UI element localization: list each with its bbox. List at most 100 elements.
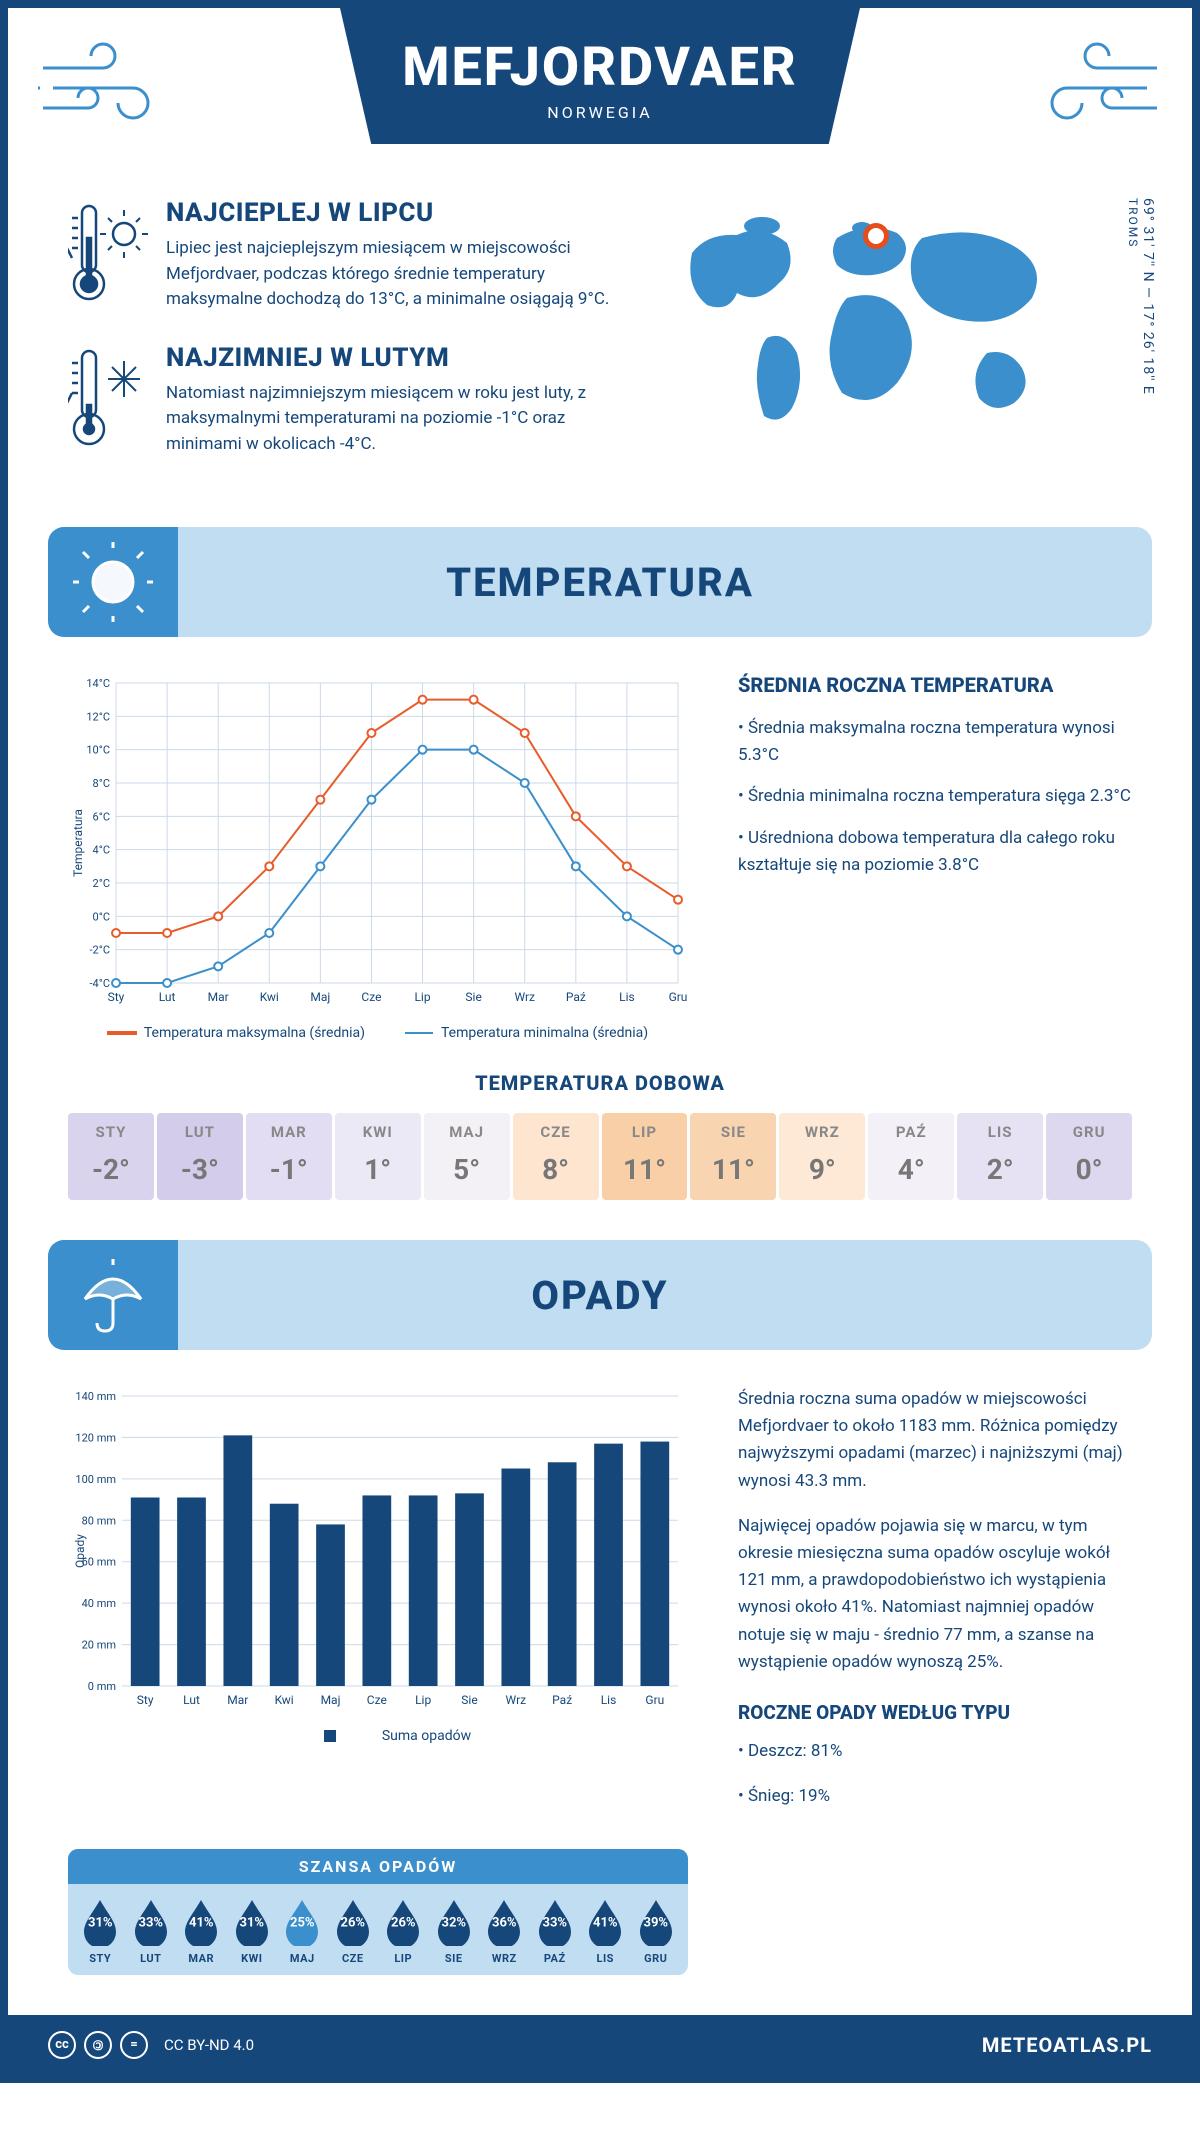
svg-text:120 mm: 120 mm bbox=[75, 1431, 116, 1444]
month-cell: GRU 0° bbox=[1046, 1113, 1132, 1200]
svg-text:Lis: Lis bbox=[619, 990, 635, 1004]
intro-section: NAJCIEPLEJ W LIPCU Lipiec jest najcieple… bbox=[8, 198, 1192, 527]
precipitation-chance-panel: SZANSA OPADÓW 31% STY 33% LUT 41% MAR 31… bbox=[68, 1849, 688, 1975]
coldest-title: NAJZIMNIEJ W LUTYM bbox=[166, 343, 632, 373]
warmest-text: Lipiec jest najcieplejszym miesiącem w m… bbox=[166, 236, 632, 313]
coordinates-label: 69° 31' 7'' N — 17° 26' 18'' E bbox=[1140, 198, 1156, 395]
svg-text:Sty: Sty bbox=[137, 1693, 154, 1707]
svg-text:Lut: Lut bbox=[159, 990, 176, 1004]
region-label: TROMS bbox=[1126, 198, 1140, 248]
chart-legend: Temperatura maksymalna (średnia) Tempera… bbox=[68, 1025, 688, 1041]
site-label: METEOATLAS.PL bbox=[982, 2033, 1152, 2057]
cc-icon: cc bbox=[48, 2031, 76, 2059]
nd-icon: = bbox=[120, 2031, 148, 2059]
chance-cell: 39% GRU bbox=[632, 1898, 681, 1965]
month-cell: LIS 2° bbox=[957, 1113, 1043, 1200]
raindrop-icon: 31% bbox=[232, 1898, 272, 1946]
raindrop-icon: 36% bbox=[484, 1898, 524, 1946]
chance-cell: 31% STY bbox=[76, 1898, 125, 1965]
svg-text:Lis: Lis bbox=[601, 1693, 617, 1707]
thermometer-sun-icon bbox=[68, 198, 148, 313]
svg-text:Wrz: Wrz bbox=[514, 990, 535, 1004]
chance-cell: 25% MAJ bbox=[278, 1898, 327, 1965]
chance-title: SZANSA OPADÓW bbox=[68, 1849, 688, 1884]
svg-text:Temperatura: Temperatura bbox=[71, 809, 85, 877]
svg-text:20 mm: 20 mm bbox=[82, 1639, 116, 1652]
svg-text:-2°C: -2°C bbox=[90, 944, 111, 957]
svg-text:0 mm: 0 mm bbox=[88, 1680, 116, 1693]
annual-temp-title: ŚREDNIA ROCZNA TEMPERATURA bbox=[738, 673, 1132, 697]
month-cell: MAJ 5° bbox=[424, 1113, 510, 1200]
svg-text:Kwi: Kwi bbox=[260, 990, 279, 1004]
month-cell: MAR -1° bbox=[246, 1113, 332, 1200]
precip-type-bullet: • Śnieg: 19% bbox=[738, 1783, 1132, 1810]
month-cell: PAŹ 4° bbox=[868, 1113, 954, 1200]
temperature-section-header: TEMPERATURA bbox=[48, 527, 1152, 637]
by-icon: 🄯 bbox=[84, 2031, 112, 2059]
svg-text:140 mm: 140 mm bbox=[75, 1390, 116, 1403]
chance-cell: 36% WRZ bbox=[480, 1898, 529, 1965]
warmest-month-block: NAJCIEPLEJ W LIPCU Lipiec jest najcieple… bbox=[68, 198, 632, 313]
svg-text:10°C: 10°C bbox=[86, 744, 110, 757]
warmest-title: NAJCIEPLEJ W LIPCU bbox=[166, 198, 632, 228]
temperature-heading: TEMPERATURA bbox=[446, 559, 754, 606]
svg-text:12°C: 12°C bbox=[86, 710, 110, 723]
precip-paragraph: Najwięcej opadów pojawia się w marcu, w … bbox=[738, 1513, 1132, 1676]
svg-text:8°C: 8°C bbox=[93, 777, 110, 790]
precip-paragraph: Średnia roczna suma opadów w miejscowośc… bbox=[738, 1386, 1132, 1495]
thermometer-snow-icon bbox=[68, 343, 148, 458]
svg-text:Maj: Maj bbox=[310, 990, 330, 1004]
daily-temp-title: TEMPERATURA DOBOWA bbox=[68, 1071, 1132, 1095]
precipitation-section-header: OPADY bbox=[48, 1240, 1152, 1350]
raindrop-icon: 32% bbox=[434, 1898, 474, 1946]
month-cell: WRZ 9° bbox=[779, 1113, 865, 1200]
svg-text:6°C: 6°C bbox=[93, 810, 110, 823]
coldest-text: Natomiast najzimniejszym miesiącem w rok… bbox=[166, 381, 632, 458]
chance-cell: 33% PAŹ bbox=[531, 1898, 580, 1965]
svg-text:40 mm: 40 mm bbox=[82, 1597, 116, 1610]
raindrop-icon: 25% bbox=[282, 1898, 322, 1946]
svg-text:100 mm: 100 mm bbox=[75, 1473, 116, 1486]
svg-text:Maj: Maj bbox=[321, 1693, 341, 1707]
month-cell: STY -2° bbox=[68, 1113, 154, 1200]
temp-bullet: • Uśredniona dobowa temperatura dla całe… bbox=[738, 825, 1132, 879]
legend-min: Temperatura minimalna (średnia) bbox=[405, 1025, 648, 1041]
temp-bullet: • Średnia maksymalna roczna temperatura … bbox=[738, 715, 1132, 769]
wind-icon bbox=[38, 38, 188, 138]
precipitation-heading: OPADY bbox=[531, 1272, 668, 1319]
raindrop-icon: 31% bbox=[80, 1898, 120, 1946]
raindrop-icon: 26% bbox=[383, 1898, 423, 1946]
svg-text:80 mm: 80 mm bbox=[82, 1514, 116, 1527]
svg-text:Gru: Gru bbox=[669, 990, 688, 1004]
header: MEFJORDVAER NORWEGIA bbox=[8, 8, 1192, 198]
raindrop-icon: 33% bbox=[131, 1898, 171, 1946]
svg-text:Sie: Sie bbox=[461, 1693, 477, 1707]
month-cell: LIP 11° bbox=[602, 1113, 688, 1200]
title-banner: MEFJORDVAER NORWEGIA bbox=[340, 8, 860, 144]
month-cell: CZE 8° bbox=[513, 1113, 599, 1200]
raindrop-icon: 26% bbox=[333, 1898, 373, 1946]
country-subtitle: NORWEGIA bbox=[340, 103, 860, 122]
svg-text:Mar: Mar bbox=[227, 1693, 248, 1707]
svg-text:4°C: 4°C bbox=[93, 844, 110, 857]
footer: cc 🄯 = CC BY-ND 4.0 METEOATLAS.PL bbox=[8, 2015, 1192, 2075]
wind-icon bbox=[1012, 38, 1162, 138]
svg-text:Lip: Lip bbox=[415, 1693, 431, 1707]
svg-text:Cze: Cze bbox=[361, 990, 381, 1004]
svg-text:Wrz: Wrz bbox=[506, 1693, 527, 1707]
temperature-info: ŚREDNIA ROCZNA TEMPERATURA • Średnia mak… bbox=[738, 673, 1132, 1041]
svg-text:Lut: Lut bbox=[183, 1693, 200, 1707]
raindrop-icon: 41% bbox=[585, 1898, 625, 1946]
precipitation-bar-chart: 0 mm20 mm40 mm60 mm80 mm100 mm120 mm140 … bbox=[68, 1386, 688, 1829]
bar-legend: Suma opadów bbox=[285, 1728, 471, 1744]
raindrop-icon: 33% bbox=[535, 1898, 575, 1946]
chance-cell: 32% SIE bbox=[430, 1898, 479, 1965]
month-cell: SIE 11° bbox=[690, 1113, 776, 1200]
precip-type-bullet: • Deszcz: 81% bbox=[738, 1738, 1132, 1765]
svg-text:0°C: 0°C bbox=[93, 910, 110, 923]
chance-cell: 26% LIP bbox=[379, 1898, 428, 1965]
precip-type-title: ROCZNE OPADY WEDŁUG TYPU bbox=[738, 1698, 1132, 1728]
svg-text:Paź: Paź bbox=[552, 1693, 572, 1707]
coldest-month-block: NAJZIMNIEJ W LUTYM Natomiast najzimniejs… bbox=[68, 343, 632, 458]
sun-icon bbox=[48, 527, 178, 637]
